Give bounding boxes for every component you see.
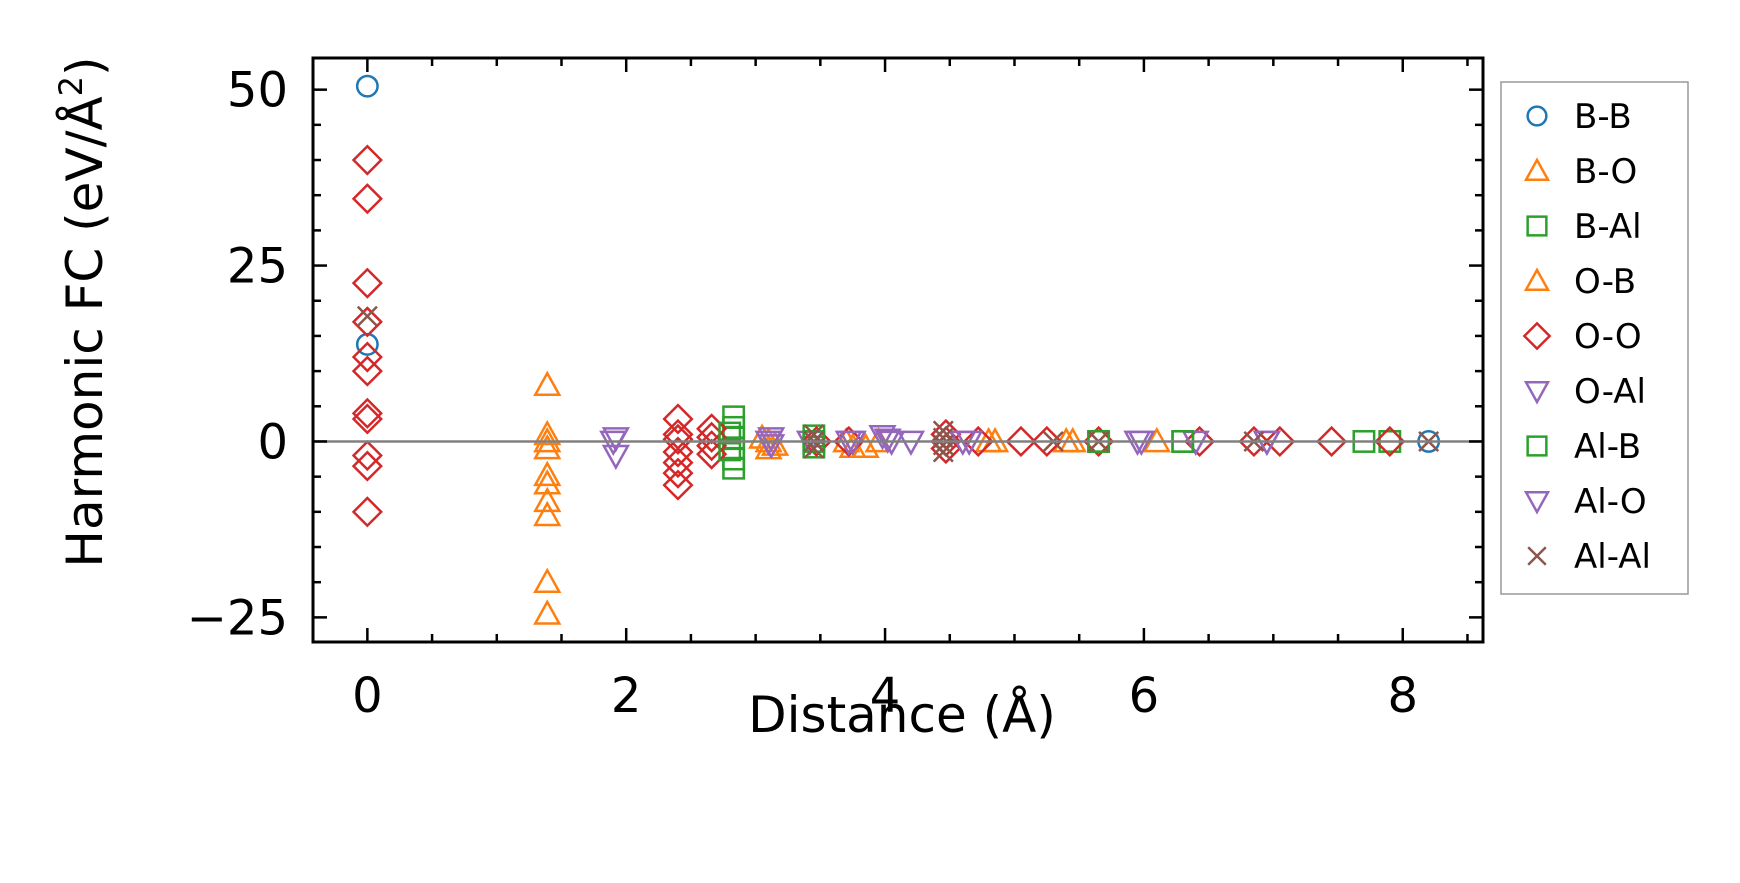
data-point [533, 469, 562, 495]
legend-marker [1523, 380, 1551, 405]
data-point [696, 430, 728, 462]
data-point [718, 438, 742, 462]
y-axis-label: Harmonic FC (eV/Å2) [52, 56, 114, 567]
data-point [800, 425, 833, 458]
data-point [351, 341, 383, 373]
data-point [355, 74, 379, 98]
y-tick-label: 50 [227, 63, 288, 119]
data-point [533, 419, 562, 446]
legend-item: Al-Al [1527, 537, 1651, 577]
series-b-b [355, 74, 1441, 453]
legend-label: B-O [1574, 152, 1637, 192]
data-point [662, 457, 694, 489]
data-point [868, 424, 897, 451]
data-point [351, 355, 383, 387]
data-point [662, 469, 694, 501]
data-point [962, 425, 994, 458]
data-points [351, 74, 1441, 625]
data-point [1316, 425, 1348, 458]
x-axis-label: Distance (Å) [748, 686, 1056, 744]
y-tick-label: 25 [227, 239, 288, 295]
legend-label: B-B [1574, 97, 1632, 137]
axis-ticks [313, 58, 1483, 642]
x-tick-label: 6 [1129, 668, 1160, 724]
data-point [533, 486, 562, 513]
legend-marker [1526, 105, 1548, 127]
data-point [351, 496, 383, 528]
legend-label: B-Al [1574, 207, 1642, 247]
data-point [533, 460, 562, 487]
y-axis-label-main: Harmonic FC (eV/Å [56, 96, 114, 567]
legend-item: B-B [1526, 97, 1632, 137]
data-point [1238, 425, 1270, 458]
legend-label: Al-O [1574, 482, 1647, 522]
series-b-o [533, 370, 1171, 625]
legend-marker [1526, 215, 1548, 237]
legend-item: O-Al [1523, 372, 1646, 412]
data-point [1264, 425, 1296, 458]
data-point [601, 444, 630, 471]
legend-item: B-O [1523, 152, 1637, 192]
data-point [1374, 425, 1406, 458]
legend-marker [1523, 157, 1551, 182]
data-point [1005, 425, 1037, 458]
data-point [718, 421, 742, 445]
data-point [351, 439, 383, 472]
plot-frame [311, 56, 1485, 644]
data-point [696, 438, 728, 470]
data-point [351, 267, 383, 299]
data-point [351, 183, 383, 215]
data-point [722, 456, 746, 480]
legend-label: Al-B [1574, 427, 1641, 467]
data-point [1183, 425, 1216, 458]
x-tick-label: 8 [1387, 668, 1418, 724]
x-tick-label: 4 [870, 668, 901, 724]
legend-marker [1523, 267, 1551, 292]
legend-label: Al-Al [1574, 537, 1651, 577]
legend-item: O-B [1523, 262, 1636, 302]
data-point [533, 433, 562, 460]
data-point [696, 421, 728, 453]
data-point [351, 306, 383, 338]
data-point [533, 370, 562, 397]
data-point [1031, 425, 1063, 458]
legend-marker [1523, 490, 1551, 515]
data-point [533, 500, 562, 527]
legend-label: O-Al [1574, 372, 1646, 412]
data-point [356, 305, 378, 327]
data-point [932, 434, 954, 456]
data-point [662, 403, 694, 435]
axes [311, 56, 1485, 644]
legend: B-B B-O B-Al O-B O-O O-Al Al-B Al-O Al-Al [1500, 81, 1689, 595]
data-point [932, 441, 954, 463]
data-point [662, 436, 694, 468]
legend-item: Al-O [1523, 482, 1647, 522]
legend-item: Al-B [1526, 427, 1641, 467]
data-point [662, 423, 694, 455]
y-axis-label-end: ) [56, 56, 114, 76]
x-tick-label: 0 [352, 668, 383, 724]
legend-label: O-B [1574, 262, 1636, 302]
data-point [351, 403, 383, 435]
data-point [662, 447, 694, 479]
data-point [533, 567, 562, 594]
data-point [351, 450, 383, 482]
data-point [351, 397, 383, 429]
data-point [351, 144, 383, 176]
y-tick-label: 0 [257, 414, 288, 470]
data-point [533, 599, 562, 625]
legend-marker [1527, 546, 1547, 566]
x-tick-label: 2 [611, 668, 642, 724]
y-tick-label: −25 [187, 590, 288, 646]
legend-label: O-O [1574, 317, 1642, 357]
y-axis-label-superscript: 2 [52, 76, 90, 96]
series-o-o [351, 144, 1406, 528]
legend-item: O-O [1522, 317, 1642, 357]
data-point [747, 423, 777, 449]
legend-item: B-Al [1526, 207, 1642, 247]
legend-marker [1522, 321, 1552, 351]
legend-marker [1526, 435, 1548, 457]
